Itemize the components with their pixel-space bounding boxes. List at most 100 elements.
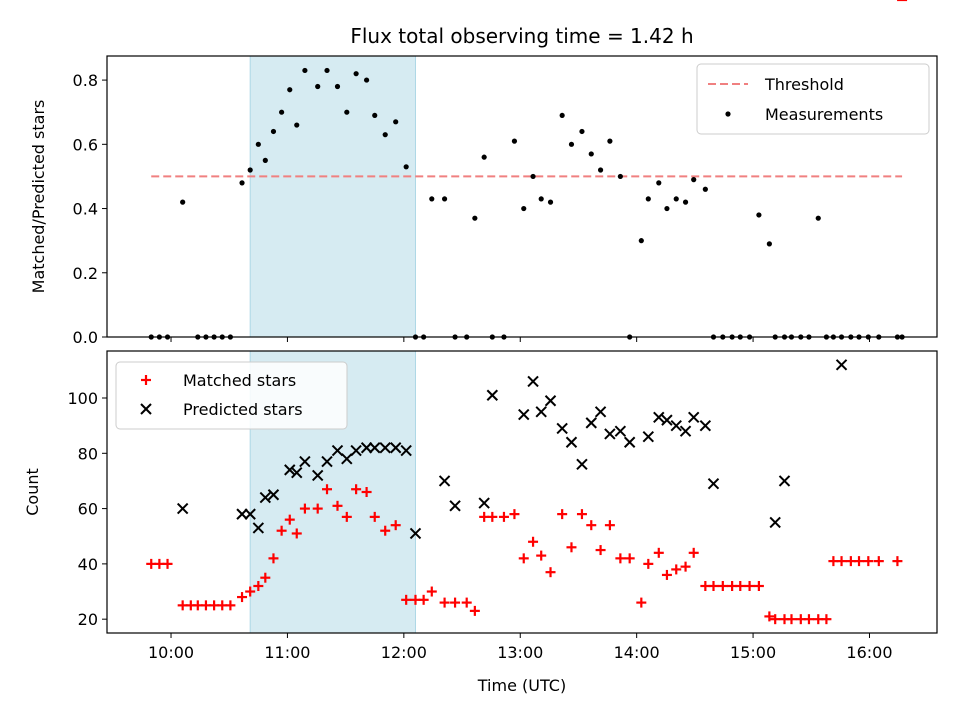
matched-point [770, 614, 781, 625]
measurement-point [452, 334, 458, 340]
measurement-point [294, 122, 300, 128]
x-tick-label: 11:00 [264, 643, 310, 662]
matched-point [643, 558, 654, 569]
matched-point [401, 594, 412, 605]
measurement-point [148, 334, 154, 340]
top-y-tick-label: 0.4 [73, 200, 98, 219]
measurement-point [441, 196, 448, 202]
predicted-point-b [252, 522, 265, 534]
matched-point [892, 556, 903, 567]
predicted-point-b [544, 395, 557, 407]
predicted-point [176, 502, 189, 515]
legend-measurements-label: Measurements [765, 105, 883, 124]
measurement-point [353, 71, 359, 77]
x-tick-label: 15:00 [730, 643, 776, 662]
top-legend: Threshold Measurements [696, 63, 930, 135]
measurement-point [239, 180, 245, 186]
measurement-point [255, 141, 261, 147]
measurement-point [429, 196, 435, 202]
matched-point [332, 500, 343, 511]
predicted-point-b [670, 419, 682, 432]
predicted-point-b [350, 444, 362, 457]
matched-point [469, 605, 480, 616]
matched-point [744, 581, 755, 591]
predicted-point-b [244, 508, 256, 520]
measurement-point [547, 199, 554, 205]
matched-point [821, 614, 832, 625]
matched-point [545, 567, 556, 578]
measurement-point [315, 83, 321, 90]
measurement-point [588, 151, 594, 157]
predicted-point [438, 475, 451, 487]
matched-point [576, 509, 587, 520]
predicted-point-b [449, 500, 461, 512]
measurement-point [766, 241, 772, 247]
legend-predicted-label: Predicted stars [183, 400, 303, 419]
matched-point [260, 572, 271, 583]
measurement-point [219, 334, 225, 340]
measurement-point [393, 119, 399, 125]
predicted-point-b [486, 389, 499, 401]
measurement-point [302, 67, 308, 74]
measurement-point [511, 138, 518, 144]
predicted-point-b [284, 464, 296, 476]
matched-point [717, 581, 728, 591]
matched-point [518, 553, 529, 564]
measurement-point [876, 334, 882, 340]
top-legend-box [696, 63, 930, 135]
predicted-point-b [556, 422, 568, 435]
measurement-point [673, 196, 679, 202]
predicted-point [835, 359, 848, 371]
predicted-point [687, 411, 700, 424]
bottom-y-tick-label: 20 [78, 610, 98, 629]
predicted-point [236, 508, 248, 520]
predicted-point-b [769, 516, 781, 529]
measurement-point [856, 334, 862, 340]
measurement-point [737, 334, 743, 340]
measurement-point [403, 164, 409, 170]
predicted-point-b [267, 489, 280, 501]
legend-threshold-label: Threshold [764, 75, 844, 94]
measurement-point [270, 128, 277, 135]
x-tick-label: 14:00 [614, 643, 660, 662]
measurement-point [195, 334, 201, 340]
measurement-point [538, 196, 544, 202]
measurement-point [262, 157, 268, 163]
matched-point [291, 528, 302, 539]
measurement-point [247, 167, 253, 173]
matched-point [536, 550, 547, 561]
measurement-point [372, 112, 378, 119]
measurement-point [815, 215, 821, 221]
top-y-tick-label: 0.8 [73, 71, 98, 90]
top-y-tick-label: 0.6 [73, 135, 98, 154]
predicted-point [341, 453, 353, 465]
legend-predicted-swatch-b [140, 403, 152, 415]
x-tick-label: 10:00 [148, 643, 194, 662]
matched-point [671, 564, 682, 575]
measurement-point [627, 334, 633, 340]
predicted-point-b [623, 436, 636, 448]
predicted-point-b [614, 425, 627, 437]
predicted-point-b [311, 469, 324, 482]
x-tick-label: 12:00 [381, 643, 427, 662]
matched-point [566, 542, 577, 553]
measurement-point [823, 334, 830, 340]
predicted-point [699, 419, 712, 432]
measurement-point [164, 334, 171, 340]
measurement-point [579, 128, 585, 135]
top-panel: 0.0 0.2 0.4 0.6 0.8 Matched/Predicted stars Th… [29, 55, 938, 347]
matched-point [680, 561, 691, 572]
matched-point [225, 600, 236, 611]
predicted-point-b [369, 442, 381, 454]
measurement-point [324, 67, 330, 74]
measurement-point [344, 109, 350, 115]
matched-point [162, 558, 173, 569]
matched-point [636, 597, 647, 608]
matched-point [708, 581, 719, 591]
predicted-point-b [778, 475, 791, 487]
predicted-point-b [259, 491, 272, 504]
measurement-point [772, 334, 778, 340]
predicted-point-b [661, 414, 673, 426]
matched-point [528, 536, 539, 547]
matched-point [509, 509, 520, 520]
